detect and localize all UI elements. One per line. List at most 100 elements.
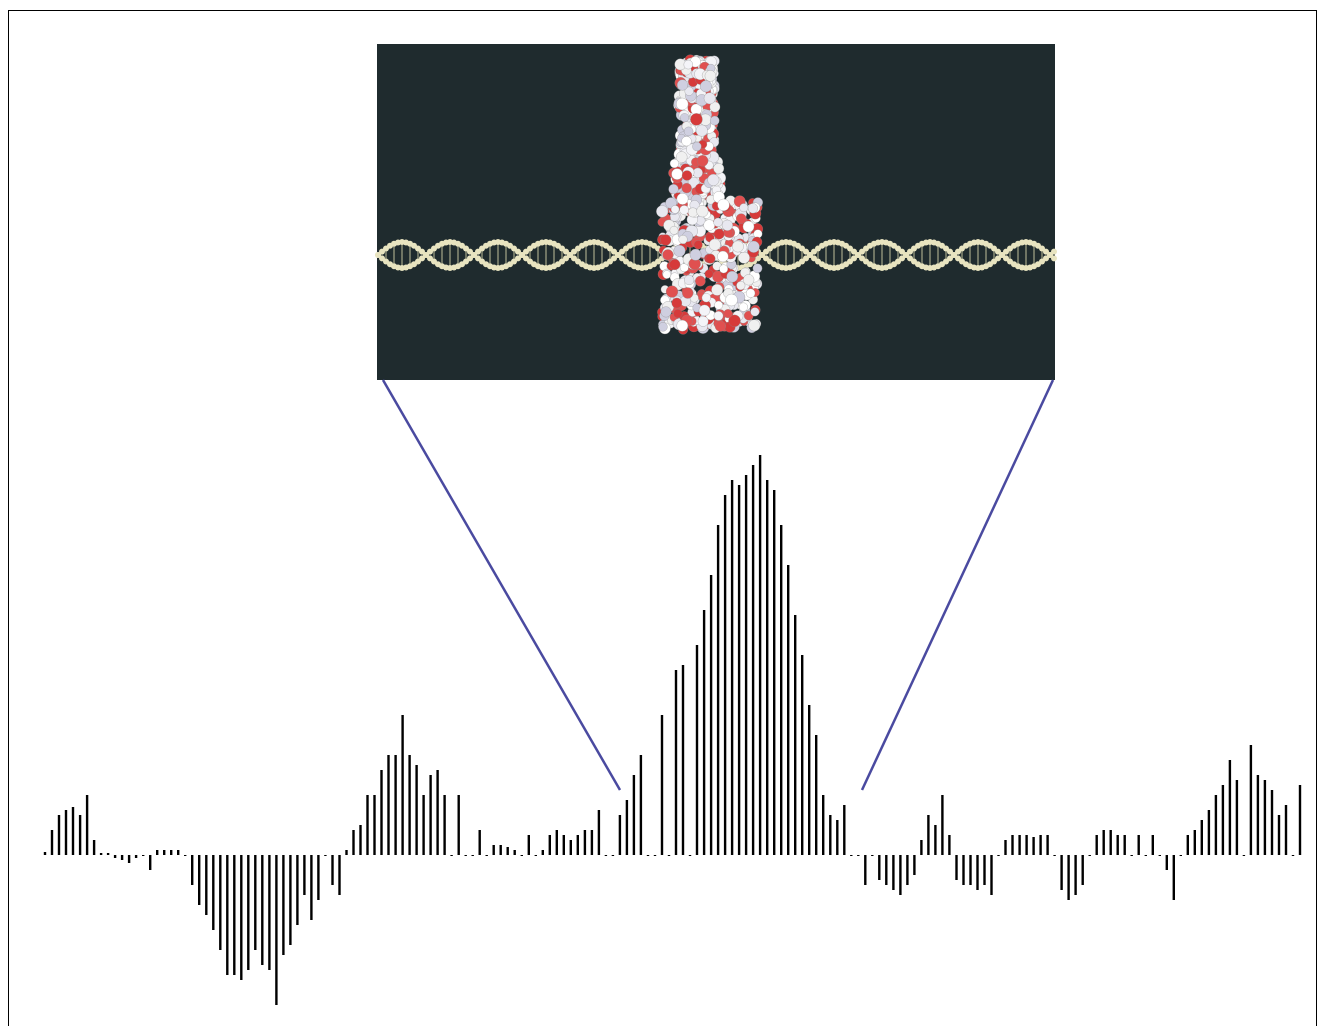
bar bbox=[324, 855, 327, 856]
atom bbox=[735, 213, 747, 224]
bar bbox=[1263, 780, 1267, 855]
bar bbox=[653, 855, 657, 856]
bar bbox=[590, 830, 594, 855]
bar bbox=[1158, 855, 1161, 856]
bar bbox=[878, 855, 881, 880]
backbone-bead bbox=[419, 255, 425, 262]
bar bbox=[702, 610, 706, 855]
bar bbox=[71, 807, 75, 855]
atom bbox=[747, 240, 760, 253]
bar bbox=[822, 795, 825, 855]
bar bbox=[499, 845, 502, 855]
bar bbox=[527, 835, 530, 855]
atom bbox=[692, 167, 703, 178]
atom bbox=[704, 269, 714, 279]
bar bbox=[1095, 835, 1098, 855]
bar bbox=[534, 855, 537, 856]
bar bbox=[1109, 830, 1112, 855]
bar bbox=[1277, 815, 1281, 855]
bar bbox=[716, 525, 720, 855]
atom bbox=[708, 238, 721, 251]
bar bbox=[1018, 835, 1021, 855]
bar bbox=[744, 475, 748, 855]
bar bbox=[1172, 855, 1175, 900]
bar bbox=[723, 495, 727, 855]
atom bbox=[726, 271, 738, 283]
bar bbox=[730, 480, 734, 855]
bar bbox=[808, 705, 811, 855]
bar bbox=[1193, 830, 1196, 855]
backbone-bead bbox=[995, 255, 1001, 262]
backbone-bead bbox=[515, 248, 521, 255]
bar bbox=[457, 795, 460, 855]
atom bbox=[662, 270, 671, 279]
atom bbox=[669, 225, 679, 235]
backbone-bead bbox=[995, 248, 1001, 255]
bar bbox=[170, 850, 173, 855]
atom bbox=[714, 320, 726, 332]
atom bbox=[680, 113, 690, 123]
bar bbox=[1165, 855, 1168, 870]
bar bbox=[149, 855, 152, 870]
atom bbox=[668, 184, 679, 195]
bar bbox=[1074, 855, 1077, 895]
bar bbox=[436, 770, 439, 855]
backbone-bead bbox=[467, 255, 473, 262]
backbone-bead bbox=[947, 248, 953, 255]
bar bbox=[184, 855, 187, 856]
bar bbox=[513, 850, 516, 855]
bar bbox=[106, 853, 110, 855]
bar bbox=[1200, 820, 1203, 855]
backbone-bead bbox=[855, 252, 861, 258]
bar bbox=[794, 615, 797, 855]
bar bbox=[415, 765, 418, 855]
atom bbox=[713, 163, 725, 174]
atom bbox=[679, 205, 689, 215]
bar bbox=[331, 855, 334, 885]
inset bbox=[375, 44, 1057, 380]
backbone-bead bbox=[419, 248, 425, 255]
bar bbox=[485, 855, 488, 856]
atom bbox=[736, 281, 746, 291]
bar bbox=[443, 795, 446, 855]
atom bbox=[698, 304, 711, 317]
bar bbox=[1137, 835, 1140, 855]
atom bbox=[703, 219, 715, 231]
backbone-bead bbox=[567, 252, 573, 258]
bar bbox=[969, 855, 972, 885]
bar bbox=[254, 855, 257, 950]
bar bbox=[99, 853, 103, 855]
zoom-line bbox=[381, 379, 622, 791]
bar bbox=[359, 825, 362, 855]
bar bbox=[156, 850, 159, 855]
bar bbox=[471, 855, 474, 856]
frame bbox=[8, 10, 1317, 1026]
bar bbox=[464, 855, 467, 856]
atom bbox=[662, 249, 674, 261]
atom bbox=[700, 80, 712, 93]
bar bbox=[815, 735, 818, 855]
bar bbox=[885, 855, 888, 885]
bar bbox=[1053, 855, 1056, 856]
atom bbox=[738, 302, 748, 312]
bar bbox=[1242, 855, 1246, 856]
bar bbox=[261, 855, 264, 965]
bar bbox=[766, 480, 769, 855]
bar bbox=[892, 855, 895, 890]
bar bbox=[1249, 745, 1253, 855]
bar bbox=[282, 855, 285, 955]
bar bbox=[604, 855, 608, 856]
bar bbox=[1214, 795, 1218, 855]
bar bbox=[394, 755, 397, 855]
atom bbox=[669, 259, 681, 270]
bar bbox=[120, 855, 124, 860]
atom bbox=[677, 79, 688, 91]
backbone-bead bbox=[519, 252, 525, 258]
bar bbox=[934, 825, 937, 855]
bar bbox=[1039, 835, 1042, 855]
atom bbox=[719, 264, 728, 274]
atom bbox=[742, 220, 755, 233]
protein bbox=[656, 54, 764, 335]
atom bbox=[696, 155, 709, 167]
